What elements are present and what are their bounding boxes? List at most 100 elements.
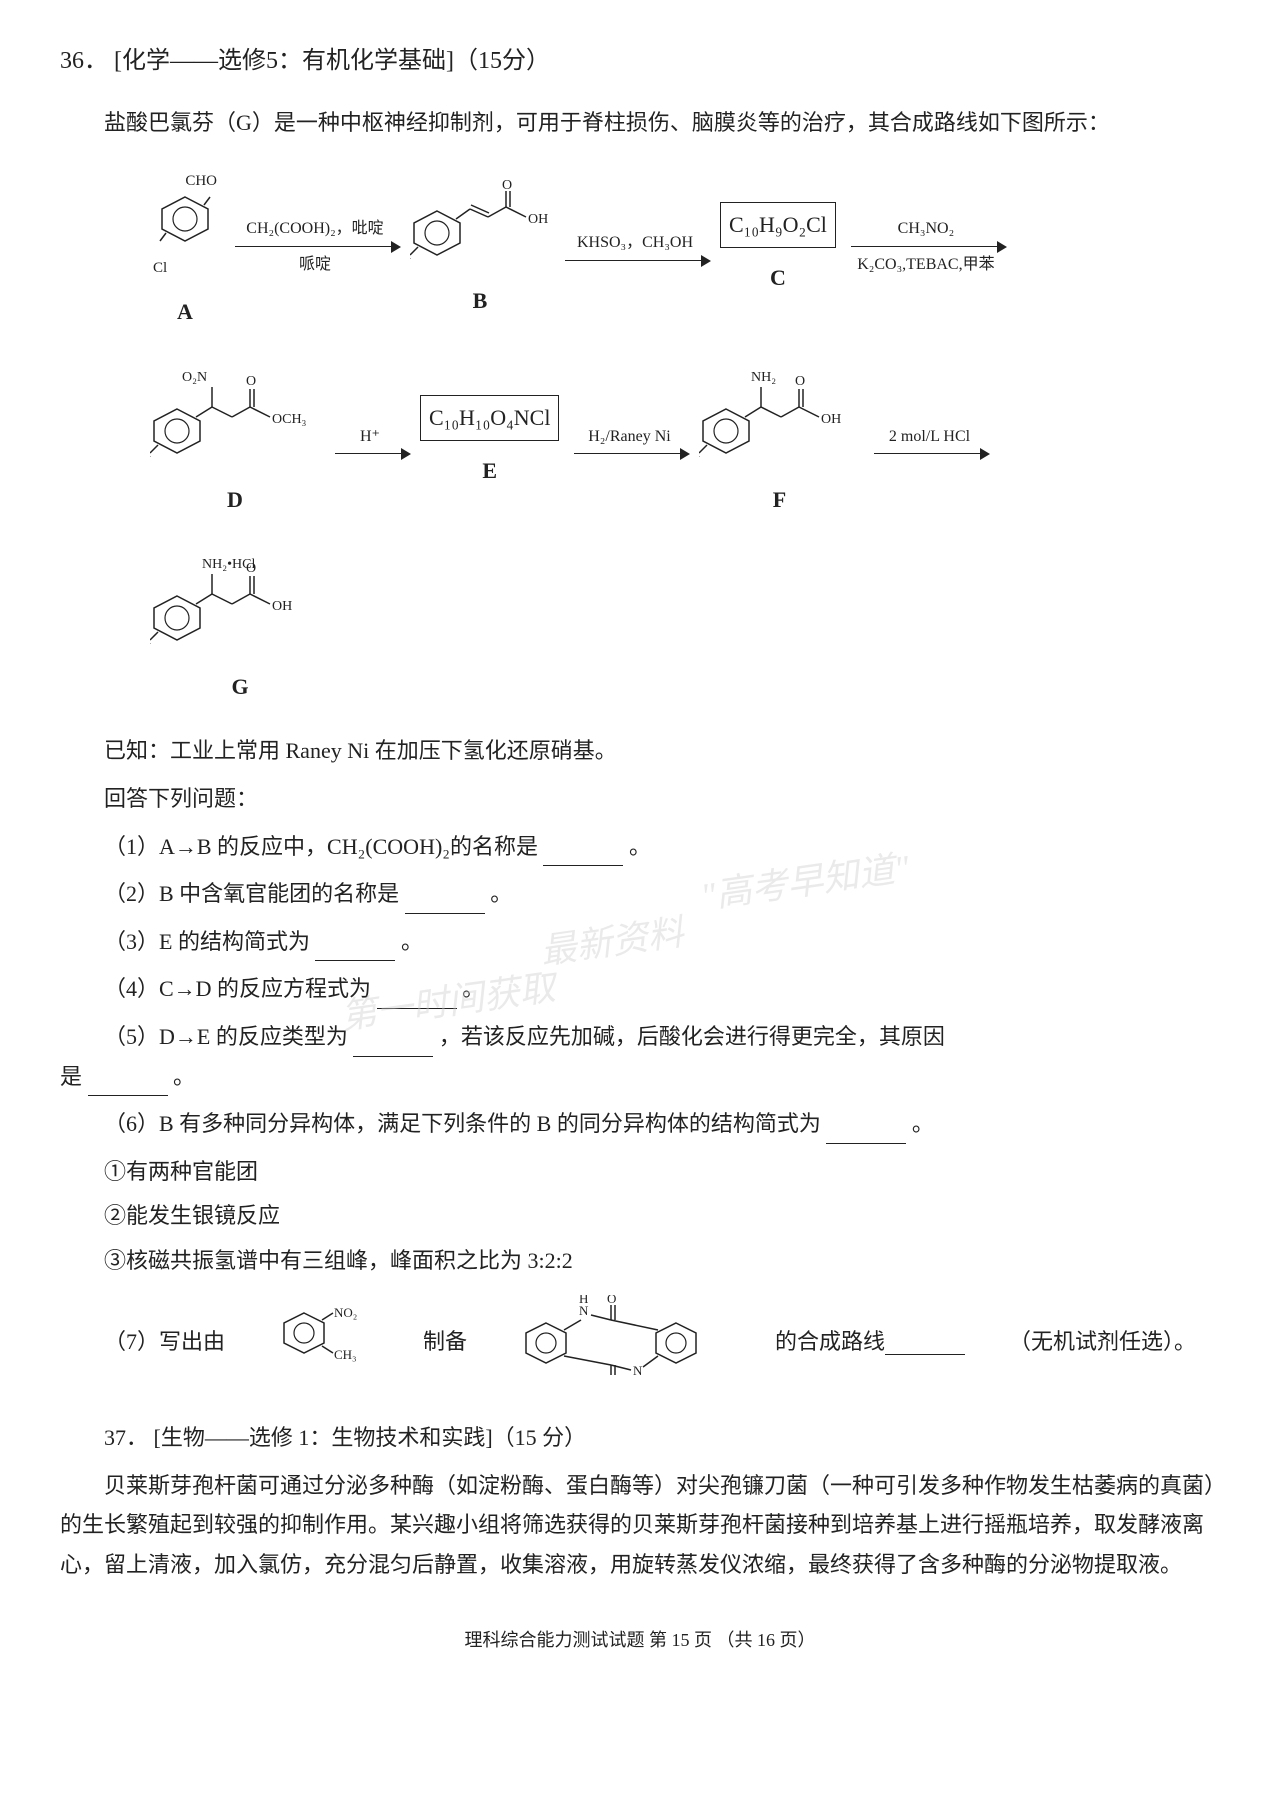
sub-question-1: （1）A→B 的反应中，CH₂(COOH)₂的名称是 。 (60, 827, 1220, 867)
structure-g-svg: Cl NH₂•HCl O OH (150, 554, 330, 644)
diagram-row-2: Cl O₂N O OCH₃ D H⁺ (60, 357, 1220, 524)
structure-a: CHO Cl A (145, 163, 225, 332)
period: 。 (173, 1064, 195, 1089)
q7-text-b: 制备 (379, 1322, 467, 1362)
label-cl: Cl (150, 255, 220, 282)
q7-structure-1: NO₂ CH₃ (235, 1305, 369, 1378)
arrow-condition (335, 456, 405, 458)
svg-text:NH₂: NH₂ (751, 370, 776, 385)
condition-3: ③核磁共振氢谱中有三组峰，峰面积之比为 3:2:2 (60, 1241, 1220, 1281)
svg-text:NO₂: NO₂ (334, 1305, 357, 1320)
structure-d: Cl O₂N O OCH₃ D (145, 362, 325, 519)
compound-label-e: E (415, 451, 564, 491)
compound-label-a: A (145, 292, 225, 332)
sub-question-2: （2）B 中含氧官能团的名称是 。 (60, 874, 1220, 914)
reaction-arrow-2: KHSO₃，CH₃OH (565, 229, 705, 265)
svg-text:Cl: Cl (410, 248, 411, 259)
arrow-condition (874, 456, 984, 458)
answer-blank (543, 840, 623, 866)
question-36-title: 36． [化学——选修5：有机化学基础]（15分） (60, 40, 1220, 83)
svg-text:OH: OH (272, 599, 292, 614)
question-37-intro: 贝莱斯芽孢杆菌可通过分泌多种酶（如淀粉酶、蛋白酶等）对尖孢镰刀菌（一种可引发多种… (60, 1466, 1220, 1585)
svg-text:O: O (246, 561, 256, 576)
question-number: 37． (104, 1425, 148, 1450)
svg-text:OH: OH (528, 212, 548, 227)
synthesis-diagram: CHO Cl A CH₂(COOH)₂，吡啶 哌啶 (60, 158, 1220, 712)
answer-blank (377, 983, 457, 1009)
compound-label-c: C (715, 258, 841, 298)
q1-text: （1）A→B 的反应中，CH₂(COOH)₂的名称是 (104, 834, 538, 859)
question-topic: [化学——选修5：有机化学基础]（15分） (114, 48, 550, 74)
answer-blank (826, 1117, 906, 1143)
sub-question-3: （3）E 的结构简式为 。 (60, 922, 1220, 962)
q6-text: （6）B 有多种同分异构体，满足下列条件的 B 的同分异构体的结构简式为 (104, 1111, 821, 1136)
q7-structure-2: N H O O N H (477, 1295, 721, 1388)
q5-text-b: ，若该反应先加碱，后酸化会进行得更完全，其原因 (439, 1024, 945, 1049)
label-cho: CHO (150, 168, 220, 195)
period: 。 (401, 929, 423, 954)
q2-text: （2）B 中含氧官能团的名称是 (104, 881, 399, 906)
structure-f: Cl NH₂ O OH F (694, 362, 864, 519)
q5-text-c: 是 (60, 1064, 82, 1089)
period: 。 (462, 976, 484, 1001)
svg-text:OH: OH (821, 412, 841, 427)
structure-d-svg: Cl O₂N O OCH₃ (150, 367, 320, 457)
svg-text:OCH₃: OCH₃ (272, 412, 307, 427)
structure-c: C₁₀H₉O₂Cl C (715, 197, 841, 297)
compound-label-d: D (145, 480, 325, 520)
answer-blank (885, 1329, 965, 1355)
question-37-title: 37． [生物——选修 1：生物技术和实践]（15 分） (60, 1418, 1220, 1458)
question-37-block: 37． [生物——选修 1：生物技术和实践]（15 分） 贝莱斯芽孢杆菌可通过分… (60, 1418, 1220, 1584)
answer-blank (315, 935, 395, 961)
q3-text: （3）E 的结构简式为 (104, 929, 310, 954)
q4-text: （4）C→D 的反应方程式为 (104, 976, 371, 1001)
structure-b: Cl O OH B (405, 174, 555, 321)
reaction-arrow-5: H₂/Raney Ni (574, 423, 684, 459)
q7-text-d: （无机试剂任选）。 (965, 1322, 1196, 1362)
compound-label-g: G (145, 667, 335, 707)
arrow-condition (574, 456, 684, 458)
compound-label-f: F (694, 480, 864, 520)
svg-text:Cl: Cl (699, 446, 700, 457)
page-footer: 理科综合能力测试试题 第 15 页 （共 16 页） (60, 1624, 1220, 1656)
arrow-condition: K₂CO₃,TEBAC,甲苯 (851, 249, 1001, 280)
answer-blank (88, 1070, 168, 1096)
period: 。 (490, 881, 512, 906)
reaction-arrow-6: 2 mol/L HCl (874, 423, 984, 459)
sub-question-5: （5）D→E 的反应类型为 ，若该反应先加碱，后酸化会进行得更完全，其原因 是 … (60, 1017, 1220, 1096)
svg-text:O₂N: O₂N (182, 370, 207, 385)
svg-text:N: N (633, 1363, 643, 1375)
answer-prompt: 回答下列问题： (60, 779, 1220, 819)
q5-text-a: （5）D→E 的反应类型为 (104, 1024, 348, 1049)
question-topic: [生物——选修 1：生物技术和实践]（15 分） (154, 1425, 587, 1450)
condition-2: ②能发生银镜反应 (60, 1196, 1220, 1236)
diagram-row-1: CHO Cl A CH₂(COOH)₂，吡啶 哌啶 (60, 158, 1220, 337)
svg-text:H: H (579, 1295, 588, 1306)
reaction-arrow-4: H⁺ (335, 423, 405, 459)
question-number: 36． (60, 48, 108, 74)
q7-text-a: （7）写出由 (60, 1322, 225, 1362)
svg-text:Cl: Cl (150, 446, 151, 457)
known-info: 已知：工业上常用 Raney Ni 在加压下氢化还原硝基。 (60, 731, 1220, 771)
question-intro: 盐酸巴氯芬（G）是一种中枢神经抑制剂，可用于脊柱损伤、脑膜炎等的治疗，其合成路线… (60, 103, 1220, 143)
svg-text:Cl: Cl (150, 633, 151, 644)
arrow-reagent: H⁺ (335, 423, 405, 455)
structure-b-svg: Cl O OH (410, 179, 550, 259)
svg-text:CH₃: CH₃ (334, 1347, 357, 1362)
diagram-row-3: Cl NH₂•HCl O OH G (60, 544, 1220, 711)
structure-f-svg: Cl NH₂ O OH (699, 367, 859, 457)
reaction-arrow-1: CH₂(COOH)₂，吡啶 哌啶 (235, 215, 395, 280)
arrow-reagent: 2 mol/L HCl (874, 423, 984, 455)
arrow-condition (565, 263, 705, 265)
sub-question-6: （6）B 有多种同分异构体，满足下列条件的 B 的同分异构体的结构简式为 。 (60, 1104, 1220, 1144)
sub-question-4: （4）C→D 的反应方程式为 。 (60, 969, 1220, 1009)
svg-text:O: O (795, 374, 805, 389)
svg-text:O: O (246, 374, 256, 389)
condition-1: ①有两种官能团 (60, 1152, 1220, 1192)
benzene-ring-icon (158, 195, 213, 243)
arrow-reagent: KHSO₃，CH₃OH (565, 229, 705, 261)
period: 。 (629, 834, 651, 859)
compound-label-b: B (405, 281, 555, 321)
arrow-reagent: CH₃NO₂ (851, 215, 1001, 247)
period: 。 (912, 1111, 934, 1136)
